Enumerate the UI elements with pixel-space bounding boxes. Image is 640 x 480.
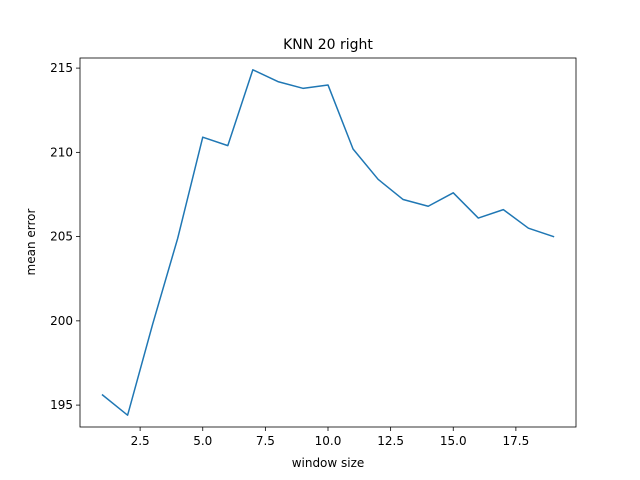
x-tick-label: 7.5 <box>256 434 275 448</box>
chart-title: KNN 20 right <box>283 37 373 53</box>
x-tick-label: 5.0 <box>193 434 212 448</box>
y-axis-label: mean error <box>24 208 38 275</box>
x-axis-label: window size <box>292 456 365 470</box>
y-tick-label: 215 <box>50 61 73 75</box>
y-tick-label: 210 <box>50 145 73 159</box>
y-tick-label: 200 <box>50 314 73 328</box>
x-tick-label: 17.5 <box>503 434 530 448</box>
x-tick-label: 15.0 <box>440 434 467 448</box>
y-tick-label: 195 <box>50 398 73 412</box>
y-tick-label: 205 <box>50 230 73 244</box>
plot-frame <box>79 57 577 428</box>
x-tick-label: 2.5 <box>131 434 150 448</box>
plot-area: 2.5 5.0 7.5 10.0 12.5 15.0 17.5 195 200 205 210 215 <box>50 57 577 448</box>
x-tick-label: 12.5 <box>377 434 404 448</box>
data-line <box>101 69 555 416</box>
x-tick-label: 10.0 <box>315 434 342 448</box>
